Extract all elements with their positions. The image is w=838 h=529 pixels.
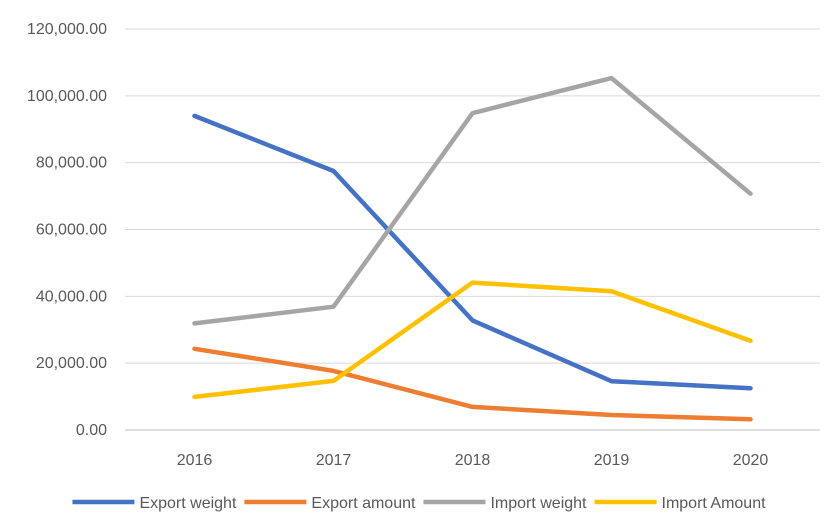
x-tick-label: 2016	[177, 452, 213, 469]
series-line-import-weight	[192, 75, 753, 326]
axes: 0.00 20,000.00 40,000.00 60,000.00 80,000.00…	[27, 21, 820, 469]
legend-label-import-amount: Import Amount	[662, 495, 767, 512]
series-line-import-amount	[192, 280, 753, 400]
y-tick-label: 120,000.00	[27, 21, 107, 38]
series-lines	[192, 75, 753, 422]
series-line-export-amount	[192, 346, 753, 422]
legend-label-export-weight: Export weight	[139, 495, 236, 512]
x-tick-label: 2019	[594, 452, 630, 469]
x-tick-label: 2017	[316, 452, 352, 469]
legend: Export weight Export amount Import weight I…	[72, 495, 766, 512]
y-tick-label: 0.00	[76, 422, 107, 439]
gridlines	[125, 28, 820, 364]
series-line-export-weight	[192, 113, 753, 391]
y-tick-label: 100,000.00	[27, 88, 107, 105]
legend-label-export-amount: Export amount	[311, 495, 416, 512]
y-tick-label: 20,000.00	[36, 355, 107, 372]
x-tick-label: 2020	[733, 452, 769, 469]
legend-label-import-weight: Import weight	[490, 495, 587, 512]
x-tick-label: 2018	[455, 452, 491, 469]
y-tick-label: 60,000.00	[36, 222, 107, 239]
y-tick-label: 40,000.00	[36, 288, 107, 305]
y-tick-label: 80,000.00	[36, 155, 107, 172]
